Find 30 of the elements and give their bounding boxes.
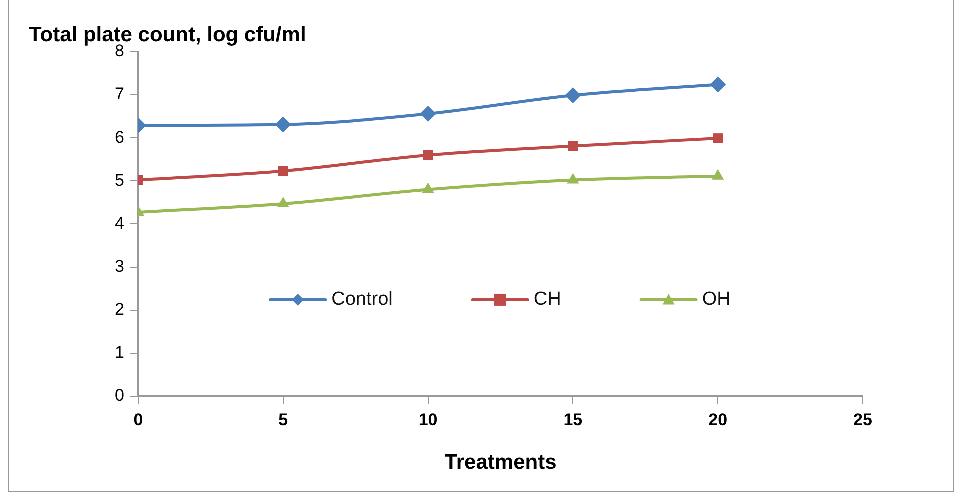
x-tick-label: 5 [278,410,288,430]
legend-label: CH [534,289,562,310]
y-tick-label: 1 [114,343,124,362]
point [423,150,434,160]
x-tick-label: 15 [564,410,583,430]
x-tick-label: 0 [134,410,144,430]
point [277,196,290,208]
point [565,87,582,104]
point [420,106,436,122]
y-tick-label: 5 [114,170,124,190]
x-tick-label: 10 [418,410,438,430]
legend-label: Control [332,289,393,310]
y-tick-label: 6 [114,128,124,147]
point [422,182,434,194]
y-tick-label: 4 [114,214,124,233]
point [710,76,726,93]
legend-label: OH [702,289,731,310]
y-tick-label: 2 [114,300,124,319]
y-tick-label: 3 [114,256,124,276]
point [568,141,578,152]
point [567,173,580,184]
y-tick-label: 0 [114,386,124,406]
y-tick-label: 7 [114,84,124,104]
x-axis-title: Treatments [444,451,557,474]
point [278,166,288,176]
point [712,169,724,180]
x-tick-label: 25 [854,410,872,430]
point [713,134,724,144]
x-tick-label: 20 [708,410,728,430]
point [275,116,292,133]
